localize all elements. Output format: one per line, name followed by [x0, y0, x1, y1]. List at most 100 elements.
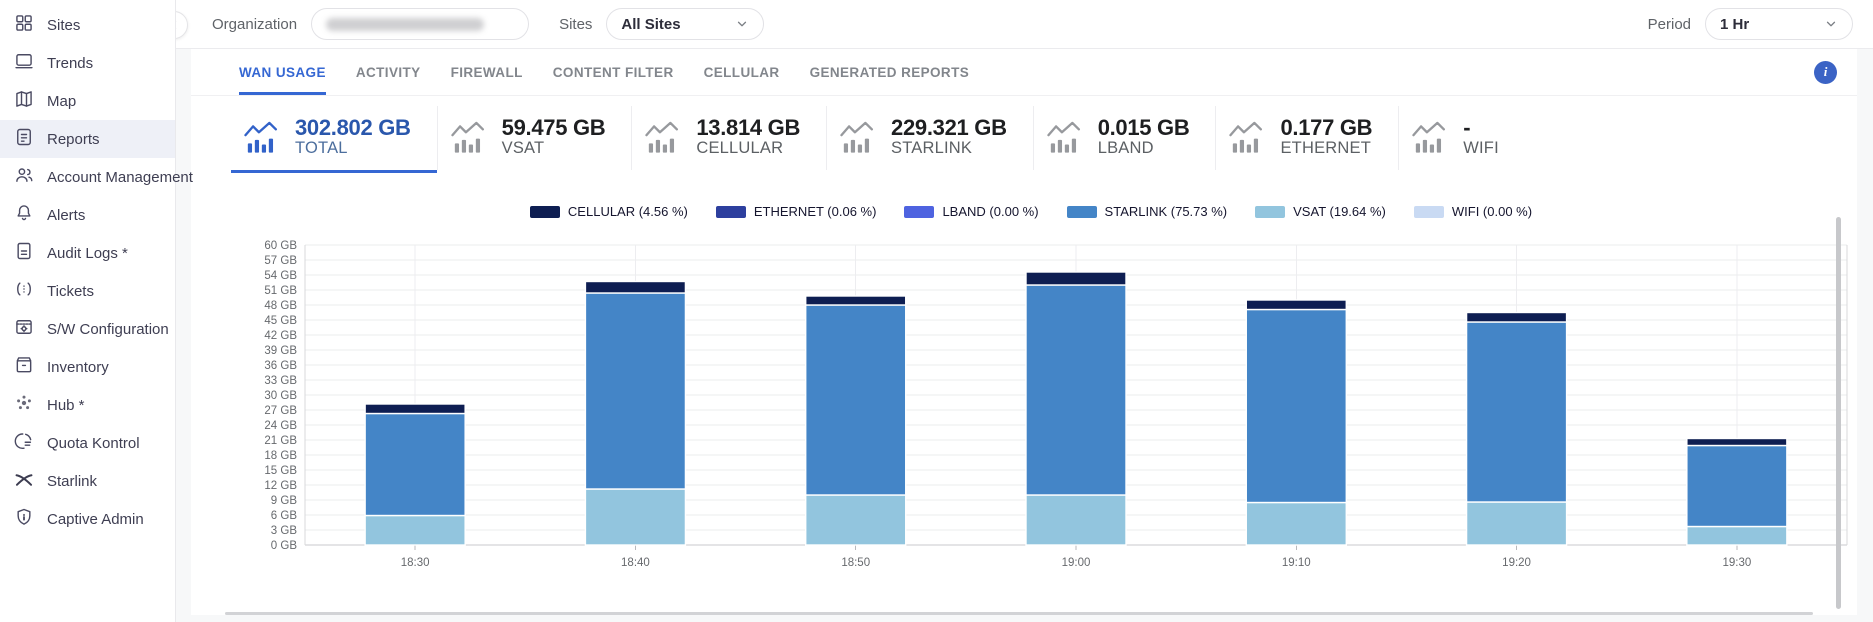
- stat-card-cellular[interactable]: 13.814 GB CELLULAR: [631, 106, 826, 170]
- organization-value-redacted: [326, 18, 484, 31]
- stat-card-total[interactable]: 302.802 GB TOTAL: [231, 106, 437, 170]
- sidebar-item-quota-kontrol[interactable]: Quota Kontrol: [0, 424, 175, 462]
- organization-label: Organization: [212, 16, 297, 33]
- sidebar-item-label: Captive Admin: [47, 511, 144, 528]
- sidebar-item-label: Map: [47, 93, 76, 110]
- stat-label: CELLULAR: [696, 139, 800, 158]
- legend-item[interactable]: STARLINK (75.73 %): [1067, 204, 1228, 219]
- sidebar-item-label: Inventory: [47, 359, 109, 376]
- bar-segment-cellular[interactable]: [1687, 439, 1787, 446]
- starlink-x-icon: [14, 469, 34, 493]
- chart-vertical-scrollbar[interactable]: [1836, 217, 1841, 609]
- legend-label: VSAT (19.64 %): [1293, 204, 1386, 219]
- mini-chart-icon: [243, 120, 283, 155]
- legend-item[interactable]: CELLULAR (4.56 %): [530, 204, 688, 219]
- sidebar-item-sites[interactable]: Sites: [0, 6, 175, 44]
- svg-text:27 GB: 27 GB: [264, 405, 297, 417]
- topbar: Organization Sites All Sites Period 1 Hr: [176, 0, 1873, 49]
- sidebar-item-account-management[interactable]: Account Management: [0, 158, 175, 196]
- bar-segment-cellular[interactable]: [365, 404, 465, 414]
- quota-pie-icon: [14, 431, 34, 455]
- bar-segment-vsat[interactable]: [1026, 495, 1126, 545]
- bar-segment-cellular[interactable]: [1246, 300, 1346, 310]
- sidebar-item-hub[interactable]: Hub *: [0, 386, 175, 424]
- bar-segment-starlink[interactable]: [1687, 446, 1787, 527]
- mini-chart-icon: [644, 120, 684, 155]
- legend-swatch-icon: [716, 206, 746, 218]
- bar-segment-cellular[interactable]: [1467, 313, 1567, 323]
- sidebar-item-tickets[interactable]: Tickets: [0, 272, 175, 310]
- period-select[interactable]: 1 Hr: [1705, 8, 1853, 40]
- stat-card-ethernet[interactable]: 0.177 GB ETHERNET: [1215, 106, 1398, 170]
- organization-field[interactable]: [311, 8, 529, 40]
- tab-content-filter[interactable]: CONTENT FILTER: [553, 49, 674, 95]
- svg-text:51 GB: 51 GB: [264, 285, 297, 297]
- bar-segment-starlink[interactable]: [1246, 310, 1346, 503]
- stat-card-vsat[interactable]: 59.475 GB VSAT: [437, 106, 632, 170]
- sidebar-item-map[interactable]: Map: [0, 82, 175, 120]
- legend-label: LBAND (0.00 %): [942, 204, 1038, 219]
- sidebar-item-captive-admin[interactable]: Captive Admin: [0, 500, 175, 538]
- bar-segment-starlink[interactable]: [1467, 322, 1567, 502]
- tab-activity[interactable]: ACTIVITY: [356, 49, 421, 95]
- sidebar-item-label: Audit Logs *: [47, 245, 128, 262]
- svg-text:33 GB: 33 GB: [264, 375, 297, 387]
- sidebar-item-reports[interactable]: Reports: [0, 120, 175, 158]
- bar-segment-vsat[interactable]: [1467, 502, 1567, 545]
- legend-item[interactable]: ETHERNET (0.06 %): [716, 204, 877, 219]
- bar-segment-vsat[interactable]: [365, 516, 465, 546]
- tab-cellular[interactable]: CELLULAR: [704, 49, 780, 95]
- bar-segment-vsat[interactable]: [806, 495, 906, 545]
- sidebar-item-audit-logs[interactable]: Audit Logs *: [0, 234, 175, 272]
- tab-firewall[interactable]: FIREWALL: [451, 49, 523, 95]
- period-select-value: 1 Hr: [1720, 16, 1749, 33]
- bar-segment-cellular[interactable]: [585, 282, 685, 294]
- bar-segment-starlink[interactable]: [585, 293, 685, 489]
- tab-wan-usage[interactable]: WAN USAGE: [239, 49, 326, 95]
- legend-item[interactable]: LBAND (0.00 %): [904, 204, 1038, 219]
- sites-label: Sites: [559, 16, 592, 33]
- sidebar-item-trends[interactable]: Trends: [0, 44, 175, 82]
- stat-card-starlink[interactable]: 229.321 GB STARLINK: [826, 106, 1033, 170]
- sidebar-item-starlink[interactable]: Starlink: [0, 462, 175, 500]
- tab-generated-reports[interactable]: GENERATED REPORTS: [810, 49, 970, 95]
- stat-label: VSAT: [502, 139, 606, 158]
- sidebar-item-alerts[interactable]: Alerts: [0, 196, 175, 234]
- sidebar-item-label: S/W Configuration: [47, 321, 169, 338]
- chart-horizontal-scrollbar[interactable]: [225, 612, 1813, 615]
- report-note-icon: [14, 127, 34, 151]
- hub-icon: [14, 393, 34, 417]
- stat-card-lband[interactable]: 0.015 GB LBAND: [1033, 106, 1216, 170]
- info-icon[interactable]: i: [1814, 61, 1837, 84]
- bar-segment-cellular[interactable]: [806, 296, 906, 305]
- stat-value: 0.177 GB: [1280, 116, 1372, 139]
- bar-segment-starlink[interactable]: [1026, 285, 1126, 495]
- sites-select-value: All Sites: [621, 16, 680, 33]
- shield-icon: [14, 507, 34, 531]
- svg-text:39 GB: 39 GB: [264, 345, 297, 357]
- stat-label: TOTAL: [295, 139, 411, 158]
- bar-segment-starlink[interactable]: [365, 414, 465, 516]
- legend-item[interactable]: VSAT (19.64 %): [1255, 204, 1386, 219]
- stat-card-wifi[interactable]: - WIFI: [1398, 106, 1525, 170]
- users-icon: [14, 165, 34, 189]
- sidebar: Sites Trends Map Reports Account Managem…: [0, 0, 176, 622]
- bar-segment-cellular[interactable]: [1026, 272, 1126, 285]
- svg-text:19:00: 19:00: [1062, 557, 1091, 569]
- bell-icon: [14, 203, 34, 227]
- mini-chart-icon: [839, 120, 879, 155]
- bar-segment-vsat[interactable]: [1246, 503, 1346, 546]
- sites-select[interactable]: All Sites: [606, 8, 764, 40]
- sidebar-item-inventory[interactable]: Inventory: [0, 348, 175, 386]
- bar-segment-vsat[interactable]: [1687, 527, 1787, 546]
- svg-text:45 GB: 45 GB: [264, 315, 297, 327]
- stat-value: 302.802 GB: [295, 116, 411, 139]
- legend-item[interactable]: WIFI (0.00 %): [1414, 204, 1532, 219]
- sidebar-item-label: Alerts: [47, 207, 85, 224]
- grid-icon: [14, 13, 34, 37]
- bar-segment-vsat[interactable]: [585, 489, 685, 545]
- sidebar-item-label: Sites: [47, 17, 80, 34]
- bar-segment-starlink[interactable]: [806, 305, 906, 495]
- chevron-down-icon: [735, 17, 749, 31]
- sidebar-item-sw-configuration[interactable]: S/W Configuration: [0, 310, 175, 348]
